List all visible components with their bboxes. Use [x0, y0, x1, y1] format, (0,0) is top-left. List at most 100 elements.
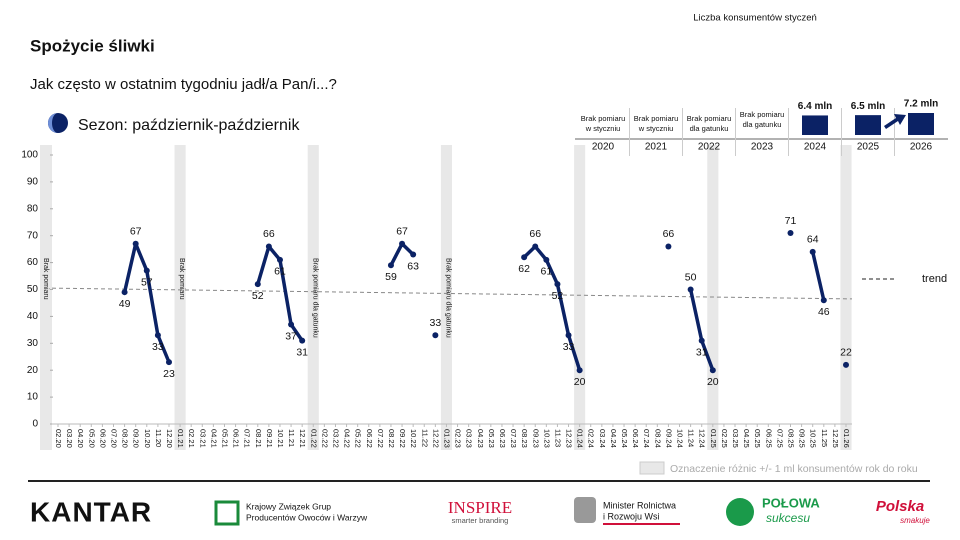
x-tick-label: 12.21: [298, 429, 307, 448]
y-tick-label: 80: [27, 203, 39, 214]
data-label: 46: [818, 306, 830, 318]
season-icon-part: [48, 113, 58, 133]
y-tick-label: 10: [27, 392, 39, 403]
note: Brak pomiaru: [581, 114, 626, 123]
data-label: 61: [274, 266, 286, 278]
x-tick-label: 08.20: [121, 429, 130, 448]
x-tick-label: 03.21: [198, 429, 207, 448]
data-label: 52: [552, 290, 564, 302]
year-label: 2026: [910, 142, 933, 153]
x-tick-label: 09.21: [265, 429, 274, 448]
y-tick-label: 20: [27, 365, 39, 376]
band: [40, 145, 52, 450]
data-label: 59: [385, 271, 397, 283]
data-label: 66: [663, 228, 675, 240]
value-label: 7.2 mln: [904, 99, 938, 110]
data-label: 67: [130, 226, 142, 238]
data-label: 52: [252, 290, 264, 302]
year-label: 2020: [592, 142, 615, 153]
logo-polska-sub: smakuje: [900, 516, 930, 525]
point: [554, 281, 561, 288]
x-tick-label: 02.22: [320, 429, 329, 448]
x-tick-label: 09.24: [664, 429, 673, 448]
x-tick-label: 03.25: [731, 429, 740, 448]
point: [121, 289, 128, 296]
data-label: 64: [807, 234, 819, 246]
x-tick-label: 02.20: [54, 429, 63, 448]
logo-inspire-sub: smarter branding: [452, 516, 509, 525]
panel-title: Liczba konsumentów styczeń: [693, 13, 817, 24]
x-tick-label: 08.23: [520, 429, 529, 448]
point: [432, 332, 439, 339]
x-tick-label: 10.24: [676, 429, 685, 448]
data-label: 31: [696, 346, 708, 358]
point: [809, 248, 816, 255]
y-tick-label: 70: [27, 230, 39, 241]
x-tick-label: 08.21: [254, 429, 263, 448]
band: [840, 145, 852, 450]
year-label: 2021: [645, 142, 668, 153]
point: [143, 267, 150, 274]
note: Brak pomiaru: [687, 114, 732, 123]
x-tick-label: 09.22: [398, 429, 407, 448]
x-tick-label: 10.22: [409, 429, 418, 448]
point: [399, 240, 406, 247]
x-tick-label: 12.23: [565, 429, 574, 448]
point: [787, 230, 794, 237]
x-tick-label: 06.24: [631, 429, 640, 448]
x-tick-label: 02.23: [454, 429, 463, 448]
point: [154, 332, 161, 339]
x-tick-label: 09.20: [132, 429, 141, 448]
data-label: 20: [707, 376, 719, 388]
data-label: 50: [685, 271, 697, 283]
x-tick-label: 02.24: [587, 429, 596, 448]
logo-minister: i Rozwoju Wsi: [603, 511, 660, 521]
x-tick-label: 03.20: [65, 429, 74, 448]
x-tick-label: 01.23: [442, 429, 451, 448]
point: [576, 367, 583, 374]
x-tick-label: 05.21: [220, 429, 229, 448]
band-note: Brak pomiaru: [42, 258, 49, 300]
x-tick-label: 10.23: [542, 429, 551, 448]
year-label: 2022: [698, 142, 721, 153]
x-tick-label: 04.23: [476, 429, 485, 448]
band-legend: Oznaczenie różnic +/- 1 ml konsumentów r…: [670, 463, 918, 475]
bar: [802, 115, 828, 135]
band: [574, 145, 586, 450]
point: [265, 243, 272, 250]
data-label: 22: [840, 347, 852, 359]
y-tick-label: 50: [27, 284, 39, 295]
x-tick-label: 06.25: [764, 429, 773, 448]
x-tick-label: 06.20: [98, 429, 107, 448]
x-tick-label: 09.23: [531, 429, 540, 448]
x-tick-label: 05.22: [354, 429, 363, 448]
x-tick-label: 12.22: [431, 429, 440, 448]
x-tick-label: 03.22: [331, 429, 340, 448]
series-line: [125, 244, 846, 370]
x-tick-label: 05.20: [87, 429, 96, 448]
point: [254, 281, 261, 288]
bar: [908, 113, 934, 135]
note: dla gatunku: [743, 120, 782, 129]
x-tick-label: 01.24: [576, 429, 585, 448]
x-tick-label: 07.22: [376, 429, 385, 448]
x-tick-label: 01.25: [709, 429, 718, 448]
data-label: 33: [152, 341, 164, 353]
x-tick-label: 06.21: [232, 429, 241, 448]
x-tick-label: 04.24: [609, 429, 618, 448]
point: [410, 251, 417, 258]
x-tick-label: 01.22: [309, 429, 318, 448]
x-tick-label: 08.22: [387, 429, 396, 448]
x-tick-label: 11.20: [154, 429, 163, 447]
point: [565, 332, 572, 339]
logo-polowa: POŁOWA: [762, 495, 820, 510]
trend-line: [51, 287, 853, 300]
point: [387, 262, 394, 269]
x-tick-label: 11.23: [553, 429, 562, 447]
x-tick-label: 04.22: [343, 429, 352, 448]
value-label: 6.5 mln: [851, 101, 885, 112]
y-tick-label: 0: [32, 419, 38, 430]
x-tick-label: 03.23: [465, 429, 474, 448]
data-label: 66: [529, 228, 541, 240]
